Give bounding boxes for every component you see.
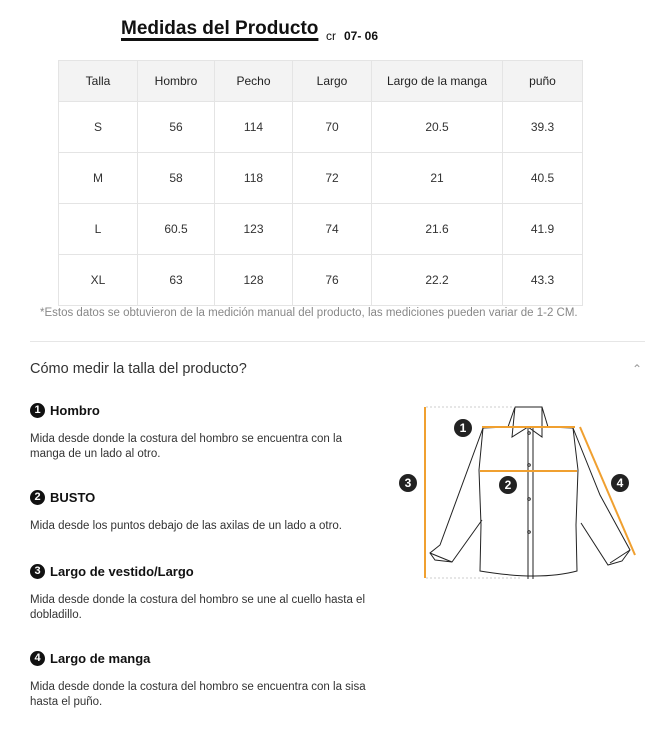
marker-4-icon: [611, 474, 629, 492]
measure-lines: [424, 407, 636, 578]
marker-3-icon: [399, 474, 417, 492]
header-hombro: Hombro: [137, 60, 215, 102]
table-cell: 43.3: [502, 254, 583, 306]
header-talla: Talla: [58, 60, 138, 102]
section-text: Mida desde donde la costura del hombro s…: [30, 594, 365, 621]
table-cell: 63: [137, 254, 215, 306]
table-row: XL 63 128 76 22.2 43.3: [58, 254, 583, 306]
section-title: Hombro: [50, 403, 100, 418]
table-cell: 74: [292, 203, 372, 255]
how-to-measure-toggle[interactable]: Cómo medir la talla del producto?: [30, 361, 247, 377]
number-2-icon: 2: [30, 490, 45, 505]
table-cell: 21.6: [371, 203, 503, 255]
table-cell: 72: [292, 152, 372, 204]
size-table: Talla Hombro Pecho Largo Largo de la man…: [58, 60, 583, 306]
table-cell: 70: [292, 101, 372, 153]
section-title: Largo de manga: [50, 651, 151, 666]
sleeve-line: [579, 426, 636, 556]
table-cell: 21: [371, 152, 503, 204]
table-cell: 20.5: [371, 101, 503, 153]
section-hombro: 1 Hombro Mida desde donde la costura del …: [30, 403, 380, 462]
marker-3-label: 3: [405, 476, 412, 490]
number-1-icon: 1: [30, 403, 45, 418]
marker-1-icon: [454, 419, 472, 437]
header-pecho: Pecho: [214, 60, 293, 102]
table-cell: S: [58, 101, 138, 153]
table-cell: 40.5: [502, 152, 583, 204]
header-puno: puño: [502, 60, 583, 102]
code-value: 07- 06: [344, 29, 379, 43]
section-text: Mida desde los puntos debajo de las axil…: [30, 520, 342, 532]
header-largo: Largo: [292, 60, 372, 102]
table-cell: 58: [137, 152, 215, 204]
section-title: BUSTO: [50, 490, 96, 505]
section-largo: 3 Largo de vestido/Largo Mida desde donde…: [30, 564, 380, 623]
chevron-up-icon[interactable]: ⌃: [632, 362, 643, 376]
table-cell: 56: [137, 101, 215, 153]
section-text: Mida desde donde la costura del hombro s…: [30, 433, 342, 460]
page-title: Medidas del Producto: [121, 18, 319, 39]
table-cell: 39.3: [502, 101, 583, 153]
section-busto: 2 BUSTO Mida desde los puntos debajo de l…: [30, 490, 380, 534]
code-prefix: cr: [326, 29, 336, 43]
table-header-row: Talla Hombro Pecho Largo Largo de la man…: [58, 60, 583, 102]
shirt-outline: [429, 406, 631, 579]
marker-1-label: 1: [460, 421, 467, 435]
table-cell: 123: [214, 203, 293, 255]
section-text: Mida desde donde la costura del hombro s…: [30, 681, 366, 708]
table-cell: 118: [214, 152, 293, 204]
shirt-measurement-diagram: 1 2 3 4: [399, 406, 636, 579]
table-row: M 58 118 72 21 40.5: [58, 152, 583, 204]
number-3-icon: 3: [30, 564, 45, 579]
measurement-note: *Estos datos se obtuvieron de la medició…: [40, 307, 578, 319]
table-row: L 60.5 123 74 21.6 41.9: [58, 203, 583, 255]
section-manga: 4 Largo de manga Mida desde donde la cost…: [30, 651, 380, 710]
table-cell: XL: [58, 254, 138, 306]
table-cell: 41.9: [502, 203, 583, 255]
table-cell: 128: [214, 254, 293, 306]
table-cell: 60.5: [137, 203, 215, 255]
marker-2-icon: [499, 476, 517, 494]
marker-2-label: 2: [505, 478, 512, 492]
table-cell: 114: [214, 101, 293, 153]
table-cell: 22.2: [371, 254, 503, 306]
table-row: S 56 114 70 20.5 39.3: [58, 101, 583, 153]
table-cell: L: [58, 203, 138, 255]
table-cell: 76: [292, 254, 372, 306]
number-4-icon: 4: [30, 651, 45, 666]
marker-4-label: 4: [617, 476, 624, 490]
header-largo-manga: Largo de la manga: [371, 60, 503, 102]
table-cell: M: [58, 152, 138, 204]
product-code: cr 07- 06: [326, 29, 378, 43]
section-title: Largo de vestido/Largo: [50, 564, 194, 579]
divider: [30, 341, 645, 342]
